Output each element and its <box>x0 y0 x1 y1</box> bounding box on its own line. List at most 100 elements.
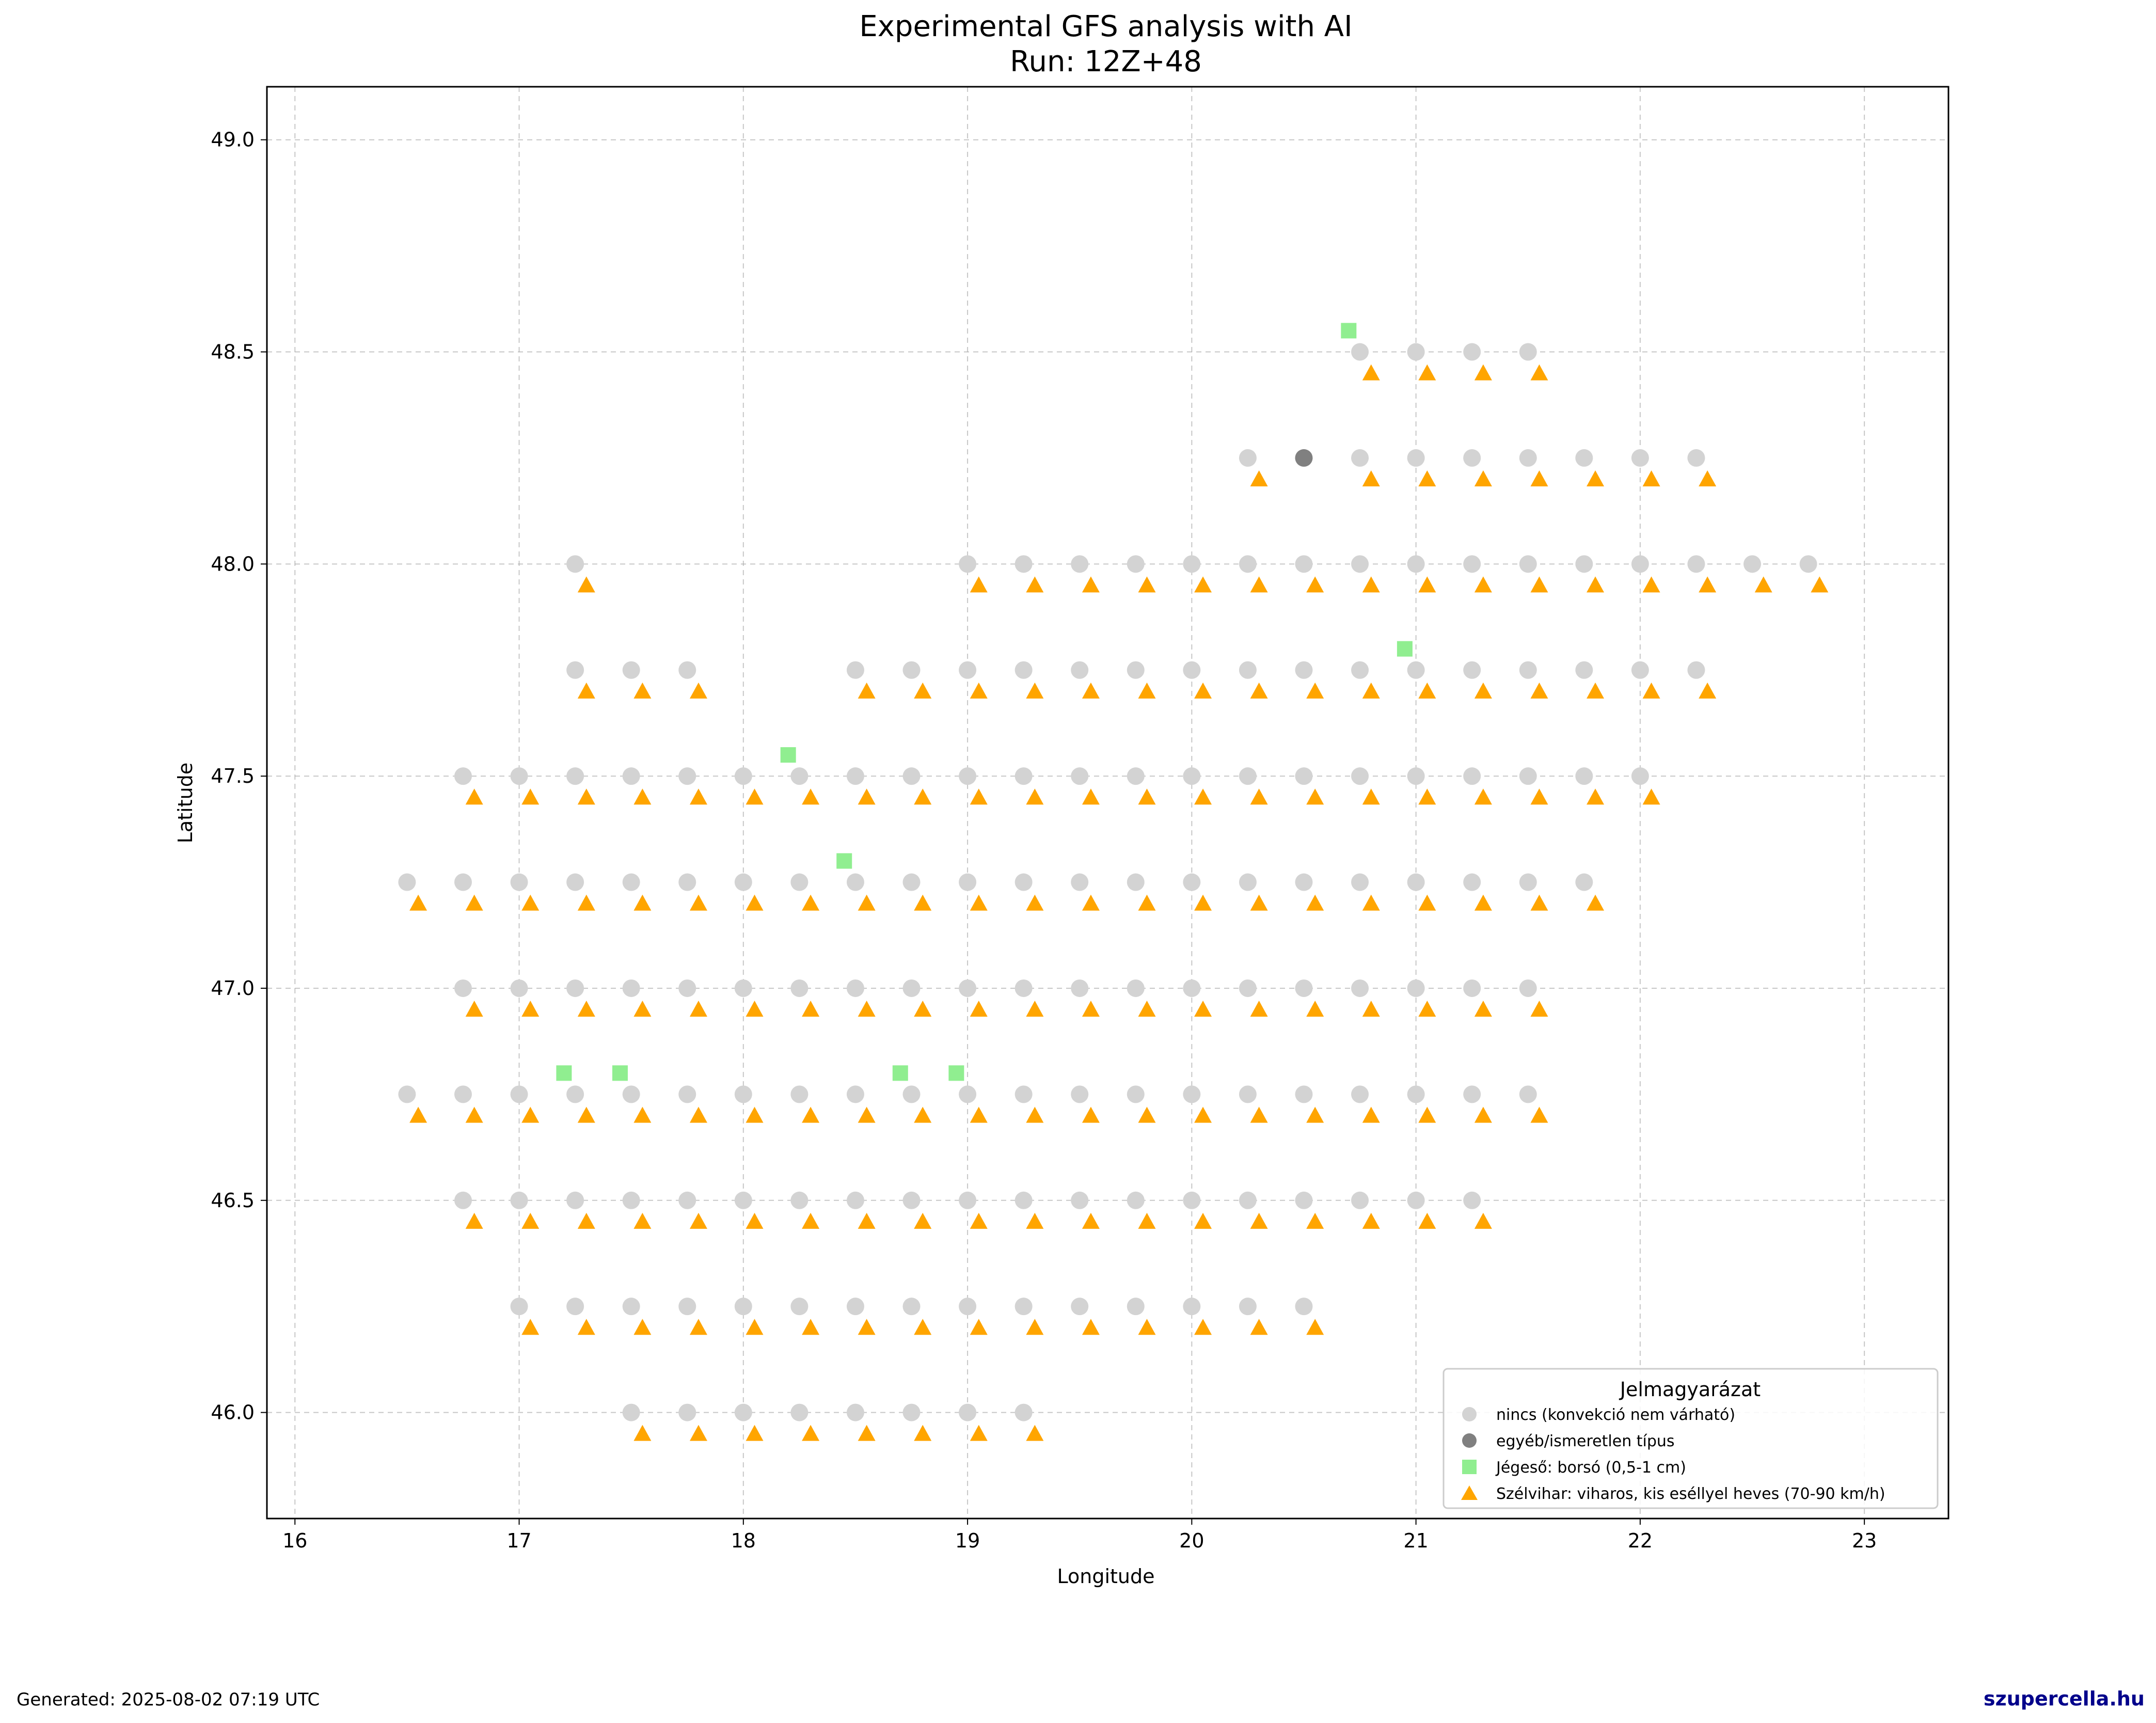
point-none <box>1463 1191 1481 1209</box>
generated-timestamp: Generated: 2025-08-02 07:19 UTC <box>17 1689 320 1710</box>
point-none <box>1183 767 1201 785</box>
point-wind <box>1418 682 1436 699</box>
plot-frame <box>266 86 1949 1520</box>
point-none <box>846 1298 864 1316</box>
legend-marker-other-icon <box>1462 1433 1477 1448</box>
point-none <box>1014 979 1033 997</box>
point-wind <box>1811 576 1829 593</box>
point-none <box>846 661 864 679</box>
point-none <box>1295 767 1313 785</box>
point-none <box>1463 449 1481 467</box>
point-wind <box>1587 788 1605 805</box>
point-wind <box>521 1319 540 1335</box>
point-wind <box>1474 470 1492 487</box>
point-none <box>1575 873 1593 891</box>
point-wind <box>633 894 652 911</box>
point-none <box>902 1403 921 1421</box>
point-wind <box>746 1212 764 1229</box>
point-wind <box>746 1106 764 1123</box>
point-none <box>1127 767 1145 785</box>
point-wind <box>1250 1001 1268 1017</box>
point-wind <box>858 1425 876 1441</box>
point-wind <box>1418 576 1436 593</box>
point-none <box>902 767 921 785</box>
point-none <box>1631 449 1649 467</box>
point-none <box>510 1085 528 1103</box>
data-points <box>398 323 1829 1441</box>
point-hail <box>612 1065 628 1081</box>
point-none <box>1295 1085 1313 1103</box>
point-wind <box>802 1319 820 1335</box>
point-none <box>1519 1085 1537 1103</box>
point-wind <box>970 1106 988 1123</box>
point-hail <box>1397 641 1413 657</box>
point-none <box>1071 767 1089 785</box>
grid <box>267 87 1948 1519</box>
point-wind <box>409 1106 427 1123</box>
point-none <box>1014 767 1033 785</box>
point-wind <box>689 1212 707 1229</box>
point-wind <box>1082 682 1100 699</box>
point-none <box>1519 873 1537 891</box>
point-none <box>566 767 584 785</box>
point-wind <box>633 1001 652 1017</box>
point-wind <box>1362 470 1380 487</box>
point-wind <box>1250 576 1268 593</box>
point-hail <box>948 1065 964 1081</box>
point-none <box>1575 661 1593 679</box>
point-none <box>1463 555 1481 573</box>
point-hail <box>836 853 852 869</box>
point-none <box>902 1191 921 1209</box>
point-wind <box>521 894 540 911</box>
point-wind <box>689 1001 707 1017</box>
brand-link[interactable]: szupercella.hu <box>1983 1687 2145 1710</box>
point-none <box>1799 555 1817 573</box>
point-wind <box>1418 364 1436 381</box>
point-none <box>510 873 528 891</box>
point-wind <box>1082 894 1100 911</box>
point-wind <box>1474 1212 1492 1229</box>
x-tick-label: 18 <box>731 1529 756 1552</box>
point-none <box>678 1085 696 1103</box>
point-wind <box>577 1319 595 1335</box>
point-wind <box>802 1001 820 1017</box>
point-wind <box>465 788 483 805</box>
point-none <box>622 873 640 891</box>
legend-label-other: egyéb/ismeretlen típus <box>1496 1432 1675 1450</box>
point-none <box>1239 979 1257 997</box>
point-none <box>678 1298 696 1316</box>
point-none <box>1183 1085 1201 1103</box>
point-wind <box>1587 682 1605 699</box>
y-tick-label: 46.5 <box>211 1189 255 1212</box>
point-wind <box>1026 1319 1044 1335</box>
point-none <box>734 1085 752 1103</box>
point-none <box>510 979 528 997</box>
point-wind <box>1362 788 1380 805</box>
point-wind <box>465 894 483 911</box>
point-none <box>1183 661 1201 679</box>
point-wind <box>1362 1212 1380 1229</box>
point-none <box>1071 873 1089 891</box>
point-none <box>566 1191 584 1209</box>
point-wind <box>689 894 707 911</box>
point-wind <box>1587 894 1605 911</box>
legend: Jelmagyarázat nincs (konvekció nem várha… <box>1442 1368 1939 1509</box>
point-none <box>1014 661 1033 679</box>
point-wind <box>577 1212 595 1229</box>
point-wind <box>521 1106 540 1123</box>
point-none <box>1014 1298 1033 1316</box>
point-hail <box>780 747 796 763</box>
point-hail <box>892 1065 908 1081</box>
point-wind <box>577 1106 595 1123</box>
point-wind <box>1362 1106 1380 1123</box>
point-none <box>1407 1085 1425 1103</box>
point-wind <box>1530 364 1548 381</box>
point-none <box>1687 449 1705 467</box>
point-none <box>510 767 528 785</box>
point-wind <box>1138 894 1156 911</box>
point-none <box>1183 555 1201 573</box>
point-wind <box>1026 1001 1044 1017</box>
point-none <box>902 661 921 679</box>
point-none <box>1127 1298 1145 1316</box>
point-none <box>1239 555 1257 573</box>
